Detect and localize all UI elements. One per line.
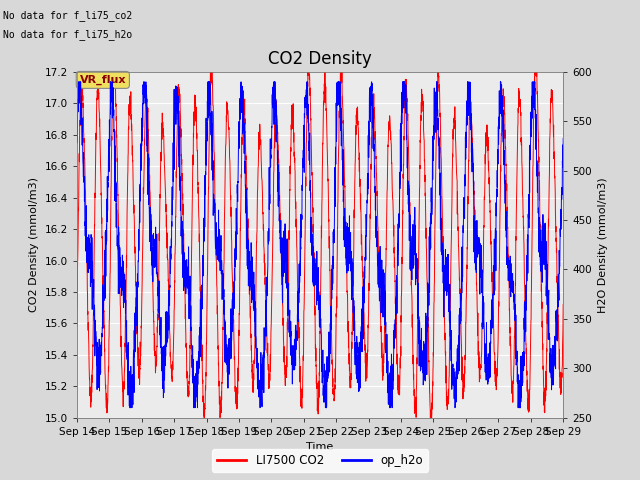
- Legend: LI7500 CO2, op_h2o: LI7500 CO2, op_h2o: [212, 449, 428, 472]
- X-axis label: Time: Time: [307, 442, 333, 452]
- Text: VR_flux: VR_flux: [79, 75, 126, 85]
- Text: No data for f_li75_h2o: No data for f_li75_h2o: [3, 29, 132, 40]
- Title: CO2 Density: CO2 Density: [268, 49, 372, 68]
- Y-axis label: H2O Density (mmol/m3): H2O Density (mmol/m3): [598, 177, 607, 312]
- Y-axis label: CO2 Density (mmol/m3): CO2 Density (mmol/m3): [29, 177, 39, 312]
- Text: No data for f_li75_co2: No data for f_li75_co2: [3, 10, 132, 21]
